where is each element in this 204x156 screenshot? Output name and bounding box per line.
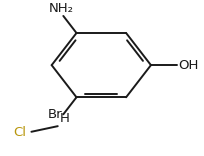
Text: OH: OH	[178, 59, 199, 72]
Text: Cl: Cl	[13, 126, 26, 139]
Text: NH₂: NH₂	[49, 2, 74, 15]
Text: H: H	[60, 112, 70, 125]
Text: Br: Br	[48, 108, 62, 121]
